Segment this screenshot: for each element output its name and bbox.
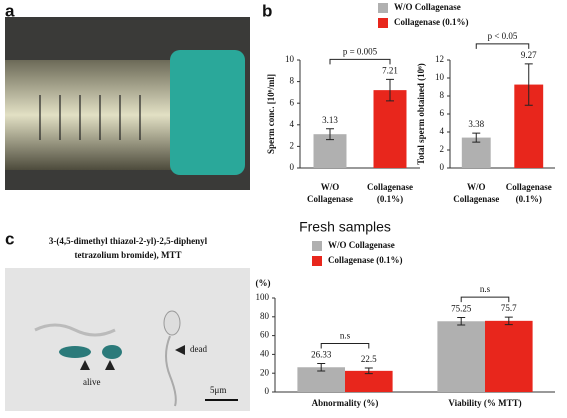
bracket bbox=[475, 43, 530, 49]
y-tick-label: 60 bbox=[260, 330, 270, 340]
y-tick-label: 0 bbox=[265, 386, 270, 396]
y-tick-label: 2 bbox=[440, 144, 445, 154]
y-tick-label: 0 bbox=[290, 162, 295, 172]
legend-label: W/O Collagenase bbox=[328, 240, 395, 250]
bracket bbox=[329, 58, 391, 65]
bar bbox=[345, 370, 393, 392]
y-tick-label: 10 bbox=[285, 54, 295, 64]
photo-c bbox=[5, 268, 250, 411]
error-bar bbox=[472, 132, 481, 143]
value-label: 75.25 bbox=[451, 304, 472, 314]
value-label: 75.7 bbox=[501, 303, 517, 313]
value-label: 22.5 bbox=[361, 354, 377, 364]
y-tick-label: 6 bbox=[290, 97, 295, 107]
bar bbox=[461, 137, 491, 168]
y-tick-label: 2 bbox=[290, 140, 295, 150]
y-tick-label: 0 bbox=[440, 162, 445, 172]
error-bar bbox=[504, 316, 513, 326]
y-tick-label: 4 bbox=[290, 119, 295, 129]
legend-swatch bbox=[378, 18, 388, 28]
bar bbox=[437, 321, 485, 392]
annotation: p = 0.005 bbox=[343, 46, 378, 56]
panel-label: b bbox=[262, 1, 272, 20]
panel-label: a bbox=[5, 1, 15, 20]
x-tick-label: Abnormality (%) bbox=[312, 398, 379, 408]
legend-swatch bbox=[312, 241, 322, 251]
photo-label: dead bbox=[190, 344, 207, 354]
y-tick-label: 80 bbox=[260, 311, 270, 321]
error-bar bbox=[317, 362, 326, 372]
x-tick-label: Collagenase (0.1%) bbox=[506, 182, 552, 204]
chart-title: Fresh samples bbox=[299, 219, 391, 235]
error-bar bbox=[364, 367, 373, 375]
y-axis-label: (%) bbox=[256, 278, 271, 288]
x-tick-label: Viability (% MTT) bbox=[448, 398, 521, 408]
bracket bbox=[320, 342, 370, 349]
legend-swatch bbox=[378, 3, 388, 13]
y-tick-label: 4 bbox=[440, 126, 445, 136]
legend-label: Collagenase (0.1%) bbox=[394, 17, 469, 27]
error-bar bbox=[326, 128, 334, 141]
photo-label: alive bbox=[83, 377, 101, 387]
photo-label: 5μm bbox=[210, 385, 226, 395]
error-bar bbox=[524, 63, 533, 106]
error-bar bbox=[386, 78, 394, 102]
panel-label: c bbox=[5, 229, 14, 248]
value-label: 26.33 bbox=[311, 350, 332, 360]
caption: 3-(4,5-dimethyl thiazol-2-yl)-2,5-diphen… bbox=[49, 236, 208, 246]
y-tick-label: 8 bbox=[440, 90, 445, 100]
photo-a bbox=[5, 17, 250, 190]
caption: tetrazolium bromide), MTT bbox=[74, 250, 181, 260]
annotation: n.s bbox=[480, 284, 491, 294]
y-axis-label: Sperm conc. [10⁶/ml] bbox=[266, 74, 276, 154]
x-tick-label: W/O Collagenase bbox=[453, 182, 499, 204]
y-tick-label: 6 bbox=[440, 108, 445, 118]
x-tick-label: Collagenase (0.1%) bbox=[367, 182, 413, 204]
legend-swatch bbox=[312, 256, 322, 266]
legend-label: Collagenase (0.1%) bbox=[328, 255, 403, 265]
y-tick-label: 40 bbox=[260, 348, 270, 358]
y-axis-label: Total sperm obtained (10⁶) bbox=[416, 63, 426, 165]
error-bar bbox=[457, 317, 466, 326]
value-label: 3.38 bbox=[468, 119, 484, 129]
y-tick-label: 12 bbox=[435, 54, 444, 64]
value-label: 9.27 bbox=[521, 50, 537, 60]
y-tick-label: 8 bbox=[290, 76, 295, 86]
bar bbox=[373, 90, 407, 168]
value-label: 3.13 bbox=[322, 115, 338, 125]
value-label: 7.21 bbox=[382, 65, 398, 75]
annotation: p < 0.05 bbox=[488, 31, 518, 41]
y-tick-label: 10 bbox=[435, 72, 445, 82]
legend-label: W/O Collagenase bbox=[394, 2, 461, 12]
bracket bbox=[460, 296, 510, 303]
y-tick-label: 20 bbox=[260, 367, 270, 377]
annotation: n.s bbox=[340, 331, 351, 341]
x-tick-label: W/O Collagenase bbox=[307, 182, 353, 204]
y-tick-label: 100 bbox=[256, 292, 270, 302]
bar bbox=[485, 320, 533, 392]
